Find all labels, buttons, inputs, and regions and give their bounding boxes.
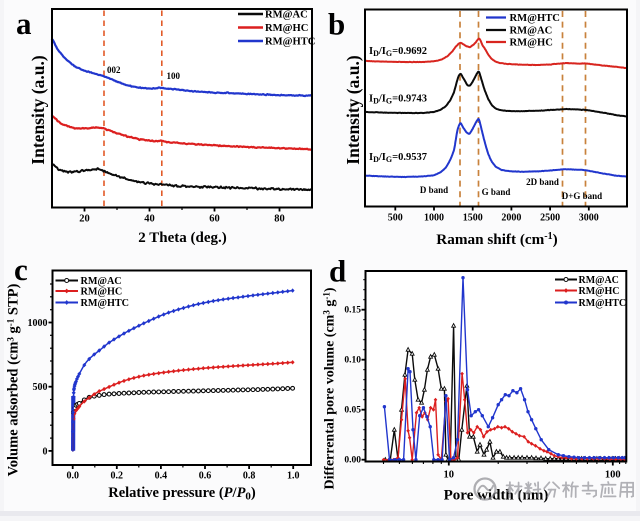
svg-text:RM@HTC: RM@HTC [579, 298, 627, 309]
svg-text:20: 20 [79, 214, 90, 225]
svg-text:RM@HC: RM@HC [579, 286, 620, 297]
svg-text:2500: 2500 [540, 213, 560, 224]
svg-text:0: 0 [43, 446, 48, 457]
svg-text:2 Theta (deg.): 2 Theta (deg.) [138, 230, 226, 246]
svg-text:Differrental pore volume (cm3: Differrental pore volume (cm3 g-1) [322, 287, 338, 489]
svg-text:60: 60 [209, 214, 220, 225]
svg-text:0.4: 0.4 [155, 471, 168, 482]
svg-text:80: 80 [274, 214, 285, 225]
svg-text:40: 40 [144, 214, 155, 225]
svg-text:Volume adsorbed (cm3 g-1 STP): Volume adsorbed (cm3 g-1 STP) [6, 283, 22, 476]
svg-text:002: 002 [107, 65, 121, 75]
svg-text:Raman shift (cm-1): Raman shift (cm-1) [436, 231, 557, 248]
svg-text:2D band: 2D band [526, 177, 559, 187]
svg-text:RM@AC: RM@AC [265, 10, 308, 21]
svg-text:0.10: 0.10 [344, 356, 361, 366]
svg-text:0.2: 0.2 [111, 471, 124, 482]
svg-text:RM@HTC: RM@HTC [81, 298, 130, 309]
svg-text:0.00: 0.00 [344, 456, 361, 466]
svg-text:0.0: 0.0 [66, 471, 79, 482]
svg-text:500: 500 [388, 213, 403, 224]
svg-text:a: a [16, 6, 32, 41]
svg-text:RM@HTC: RM@HTC [265, 37, 315, 48]
svg-text:500: 500 [33, 382, 48, 393]
svg-text:10: 10 [444, 470, 455, 481]
svg-text:Intensity (a.u.): Intensity (a.u.) [343, 55, 363, 165]
svg-text:RM@HC: RM@HC [265, 23, 308, 34]
svg-text:b: b [328, 7, 345, 42]
svg-text:D+G band: D+G band [562, 191, 602, 201]
svg-text:0.15: 0.15 [344, 306, 361, 316]
svg-text:2000: 2000 [501, 213, 521, 224]
svg-text:0.05: 0.05 [344, 406, 361, 416]
svg-text:RM@HC: RM@HC [81, 287, 123, 298]
svg-text:RM@AC: RM@AC [510, 26, 553, 37]
svg-text:G band: G band [482, 187, 511, 197]
svg-text:1000: 1000 [28, 318, 48, 329]
svg-text:1500: 1500 [463, 213, 483, 224]
svg-text:0.8: 0.8 [243, 471, 256, 482]
svg-text:Relative pressure (P/P0): Relative pressure (P/P0) [108, 485, 256, 503]
svg-text:c: c [14, 252, 28, 287]
svg-text:RM@AC: RM@AC [81, 276, 122, 287]
svg-text:D band: D band [420, 185, 448, 195]
svg-text:d: d [329, 254, 346, 289]
svg-text:3000: 3000 [579, 213, 599, 224]
svg-text:RM@AC: RM@AC [579, 275, 619, 286]
svg-text:100: 100 [605, 470, 621, 481]
svg-text:1.0: 1.0 [287, 471, 300, 482]
svg-text:1000: 1000 [424, 213, 444, 224]
svg-text:RM@HC: RM@HC [510, 38, 553, 49]
svg-text:RM@HTC: RM@HTC [510, 13, 560, 24]
svg-text:0.6: 0.6 [199, 471, 212, 482]
svg-text:100: 100 [167, 71, 181, 81]
svg-text:Intensity (a.u.): Intensity (a.u.) [28, 55, 48, 165]
